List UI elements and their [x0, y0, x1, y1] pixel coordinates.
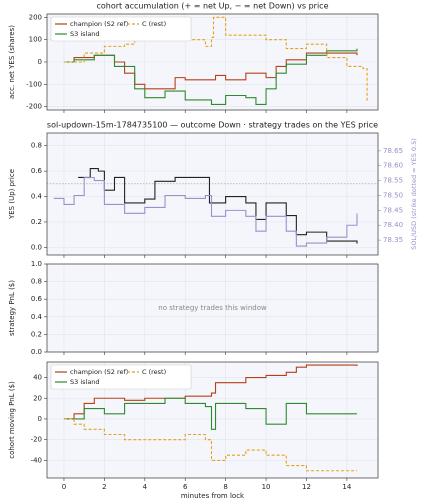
- y-tick-label: 0.0: [31, 348, 42, 356]
- series-line: [63, 418, 357, 472]
- y-axis-label: YES (Up) price: [8, 169, 16, 220]
- panel-title: cohort accumulation (+ = net Up, − = net…: [96, 2, 328, 11]
- legend-label: C (rest): [142, 368, 166, 376]
- y-tick-label: 0.4: [31, 193, 43, 201]
- y-tick-label: 0.2: [31, 218, 42, 226]
- plot-frame: [46, 13, 379, 111]
- series-line: [63, 364, 358, 420]
- legend-label: champion (S2 ref): [70, 368, 128, 376]
- legend-box: [50, 364, 192, 390]
- plot-frame: [46, 132, 379, 256]
- series-line: [63, 16, 368, 103]
- y-tick-label: 0.8: [31, 142, 42, 150]
- y2-tick-label: 78.50: [383, 191, 403, 199]
- y-tick-label: 0.6: [31, 295, 43, 303]
- plot-frame: [46, 361, 379, 479]
- legend-label: S3 island: [70, 378, 100, 386]
- plot-frame: [46, 263, 379, 353]
- x-axis-label: minutes from lock: [181, 492, 245, 500]
- y-tick-label: -40: [31, 456, 42, 464]
- y-tick-label: -200: [26, 103, 42, 111]
- panel-title: sol-updown-15m-1784735100 — outcome Down…: [47, 121, 378, 130]
- y-tick-label: 100: [29, 36, 42, 44]
- y2-tick-label: 78.60: [383, 162, 403, 170]
- legend-box: [50, 16, 192, 42]
- y-tick-label: 0.0: [31, 243, 42, 251]
- y2-tick-label: 78.55: [383, 177, 403, 185]
- y2-axis-label: SOL/USD (strike dotted = YES 0.5): [410, 138, 418, 250]
- x-tick-label: 2: [102, 483, 106, 491]
- x-tick-label: 12: [302, 483, 311, 491]
- y2-tick-label: 78.45: [383, 206, 403, 214]
- y-tick-label: 0: [38, 58, 42, 66]
- x-tick-label: 10: [262, 483, 271, 491]
- x-tick-label: 0: [62, 483, 66, 491]
- y-tick-label: 40: [33, 374, 42, 382]
- plot-area: [47, 264, 378, 352]
- series-line: [63, 397, 357, 430]
- y2-tick-label: 78.35: [383, 236, 403, 244]
- y-tick-label: -20: [31, 436, 42, 444]
- x-tick-label: 4: [143, 483, 148, 491]
- y-tick-label: 0: [38, 415, 42, 423]
- series-line: [53, 177, 358, 247]
- y-tick-label: 0.8: [31, 278, 42, 286]
- series-line: [63, 48, 358, 105]
- y-tick-label: 0.4: [31, 313, 43, 321]
- y-axis-label: strategy PnL ($): [8, 280, 16, 336]
- y-axis-label: cohort moving PnL ($): [8, 381, 16, 459]
- x-tick-label: 6: [183, 483, 188, 491]
- y-tick-label: -100: [26, 80, 42, 88]
- x-tick-label: 8: [223, 483, 227, 491]
- annotation: no strategy trades this window: [158, 304, 267, 312]
- legend-label: C (rest): [142, 20, 166, 28]
- plot-area: [47, 133, 378, 255]
- x-tick-label: 14: [342, 483, 351, 491]
- y-tick-label: 20: [33, 394, 42, 402]
- legend-label: S3 island: [70, 30, 100, 38]
- y-axis-label: acc. net YES (shares): [8, 25, 16, 99]
- legend-label: champion (S2 ref): [70, 20, 128, 28]
- y-tick-label: 0.6: [31, 167, 43, 175]
- y-tick-label: 200: [29, 13, 42, 21]
- y2-tick-label: 78.40: [383, 221, 403, 229]
- y-tick-label: 1.0: [31, 260, 42, 268]
- y2-tick-label: 78.65: [383, 147, 403, 155]
- y-tick-label: 0.2: [31, 330, 42, 338]
